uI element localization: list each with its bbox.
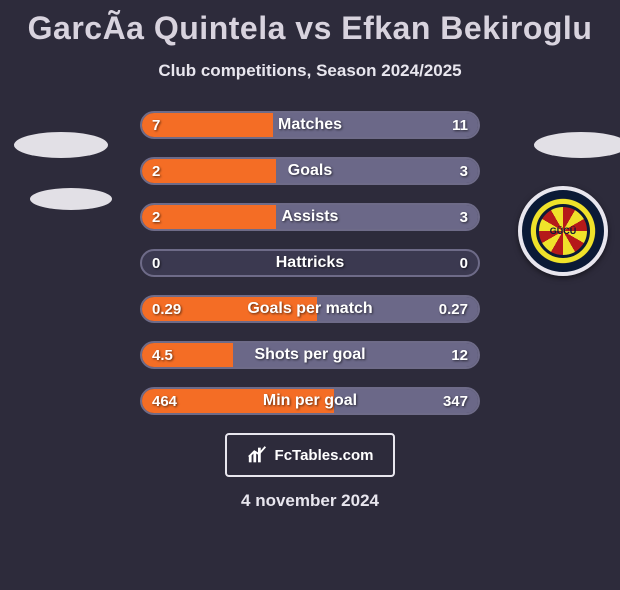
stat-label: Assists	[142, 205, 478, 229]
decor-ellipse-left-2	[30, 188, 112, 210]
stat-label: Shots per goal	[142, 343, 478, 367]
club-badge-inner: GÜCÜ	[536, 204, 590, 258]
page-title: GarcÃ­a Quintela vs Efkan Bekiroglu	[0, 10, 620, 47]
stat-row: 00Hattricks	[140, 249, 480, 277]
decor-ellipse-left-1	[14, 132, 108, 158]
stat-row: 464347Min per goal	[140, 387, 480, 415]
stat-label: Goals	[142, 159, 478, 183]
stats-container: 711Matches 23Goals 23Assists 00Hattricks 0.2…	[140, 111, 480, 415]
stat-row: 4.512Shots per goal	[140, 341, 480, 369]
stat-label: Goals per match	[142, 297, 478, 321]
stat-row: 23Assists	[140, 203, 480, 231]
stat-label: Hattricks	[142, 251, 478, 275]
source-box: FcTables.com	[225, 433, 395, 477]
stat-row: 711Matches	[140, 111, 480, 139]
stat-row: 0.290.27Goals per match	[140, 295, 480, 323]
stat-label: Min per goal	[142, 389, 478, 413]
decor-ellipse-right-1	[534, 132, 620, 158]
club-badge-right: GÜCÜ	[518, 186, 608, 276]
source-text: FcTables.com	[275, 447, 374, 464]
chart-icon	[247, 444, 269, 466]
stat-row: 23Goals	[140, 157, 480, 185]
date-text: 4 november 2024	[0, 491, 620, 511]
subtitle: Club competitions, Season 2024/2025	[0, 61, 620, 81]
stat-label: Matches	[142, 113, 478, 137]
